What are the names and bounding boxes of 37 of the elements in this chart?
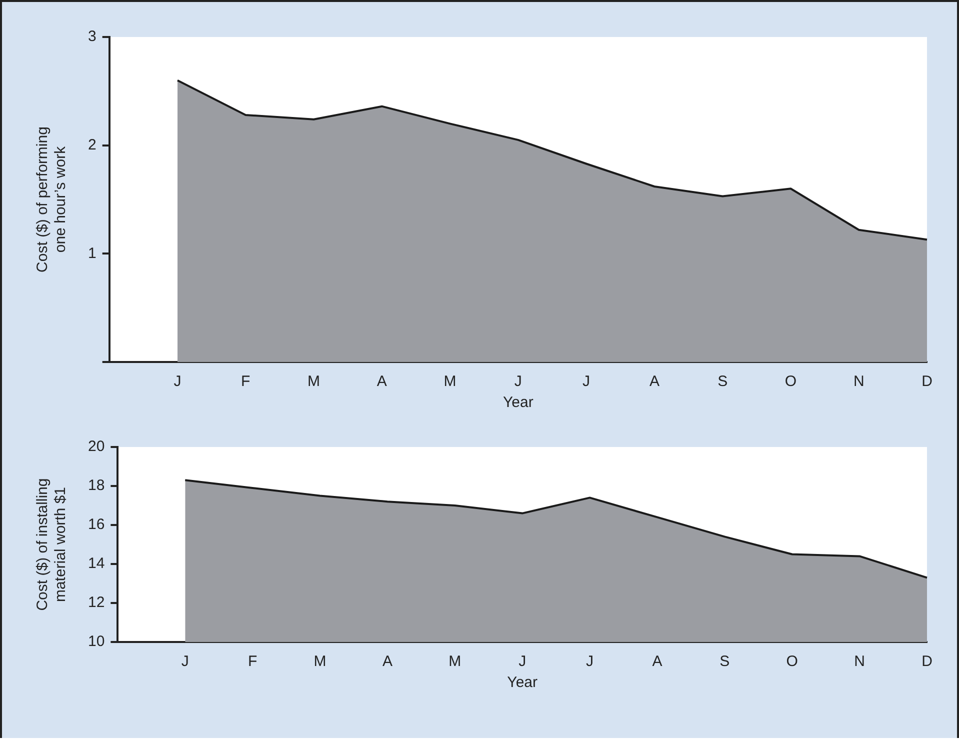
- y-tick-label: 10: [88, 633, 105, 650]
- x-tick-label: M: [308, 373, 320, 390]
- x-tick-label: M: [444, 373, 456, 390]
- x-axis-title: Year: [503, 394, 534, 412]
- x-tick-label: N: [853, 373, 864, 390]
- x-tick-label: A: [652, 653, 662, 670]
- x-tick-label: A: [649, 373, 660, 390]
- x-tick-label: J: [582, 373, 590, 390]
- x-tick-label: J: [174, 373, 182, 390]
- x-tick-label: D: [922, 653, 933, 670]
- x-tick-label: M: [314, 653, 326, 670]
- y-tick-label: 2: [88, 136, 96, 154]
- x-tick-label: A: [382, 653, 392, 670]
- x-tick-label: M: [448, 653, 462, 670]
- y-axis-title: Cost ($) of performing one hour’s work: [34, 126, 70, 272]
- x-tick-label: J: [586, 653, 594, 670]
- x-tick-label: J: [514, 373, 522, 390]
- x-tick-label: F: [248, 653, 258, 670]
- y-tick-label: 1: [88, 244, 96, 262]
- y-tick-label: 18: [88, 477, 105, 494]
- y-axis-title: Cost ($) of installing material worth $1: [34, 478, 70, 611]
- x-tick-label: A: [376, 373, 387, 390]
- x-tick-label: F: [241, 373, 250, 390]
- y-tick-label: 3: [88, 28, 96, 46]
- x-tick-label: D: [922, 373, 933, 390]
- x-tick-label: S: [720, 653, 730, 670]
- x-tick-label: J: [181, 653, 189, 670]
- x-tick-label: O: [784, 373, 797, 390]
- y-tick-label: 12: [88, 594, 105, 612]
- x-tick-label: S: [718, 373, 728, 390]
- x-axis-title: Year: [507, 674, 538, 692]
- x-tick-label: O: [786, 653, 798, 670]
- x-tick-label: J: [518, 653, 526, 670]
- y-tick-label: 16: [88, 516, 105, 534]
- y-tick-label: 20: [88, 438, 105, 456]
- x-tick-label: N: [854, 653, 865, 670]
- y-tick-label: 14: [88, 555, 105, 572]
